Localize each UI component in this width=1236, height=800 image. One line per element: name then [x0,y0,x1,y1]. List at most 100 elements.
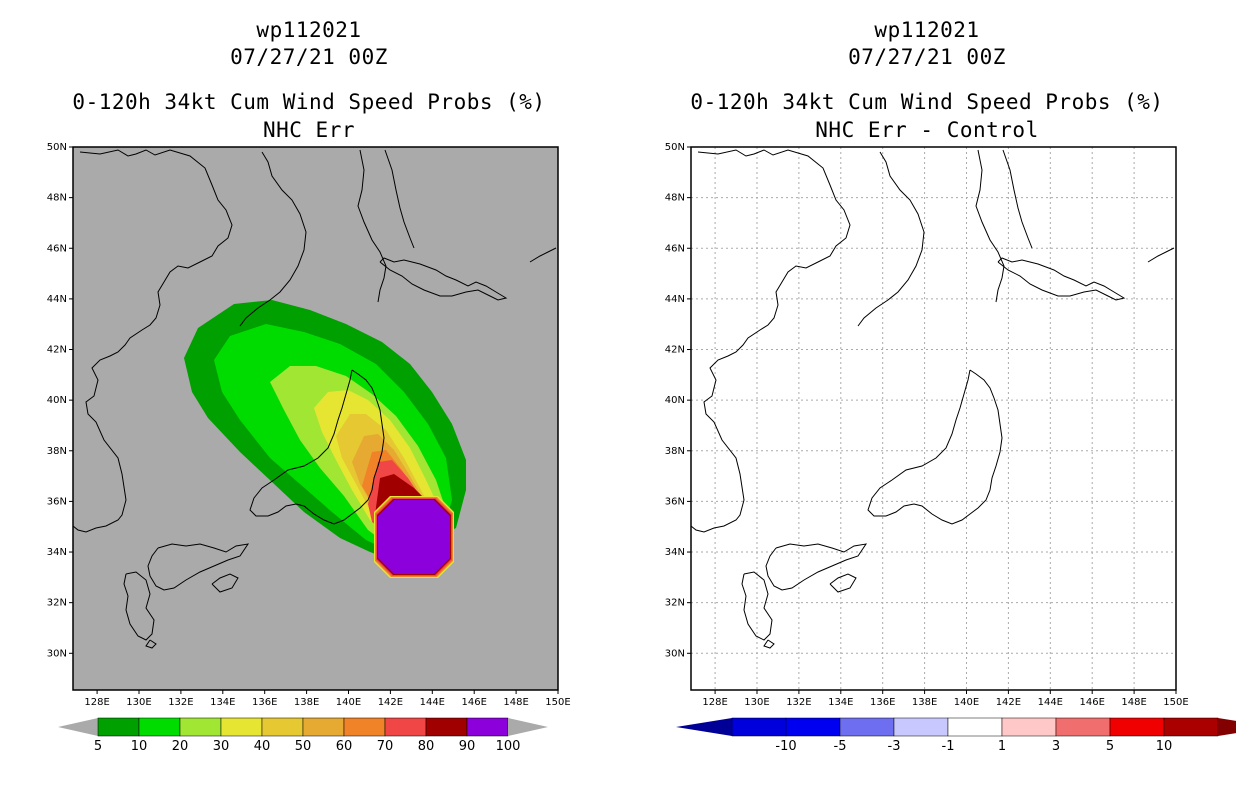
colorbar-label: -1 [942,739,955,754]
colorbar-label: 1 [998,739,1006,754]
lon-label: 142E [378,697,403,708]
lon-label: 130E [126,697,151,708]
lon-label: 146E [1079,697,1104,708]
colorbar-swatch [1055,717,1111,737]
colorbar-label: 5 [1106,739,1114,754]
colorbar-swatch [425,717,468,737]
colorbar-label: -3 [888,739,901,754]
colorbar-label: 10 [1156,739,1173,754]
coastline [763,639,775,649]
colorbar-swatch [731,717,787,737]
colorbar: 5 10 20 30 40 50 60 70 80 90 100 [58,717,548,754]
lon-label: 140E [336,697,361,708]
lon-label: 148E [1121,697,1146,708]
lat-label: 50N [665,142,685,153]
lon-label: 150E [545,697,570,708]
lat-label: 44N [665,294,685,305]
colorbar-swatch [947,717,1003,737]
lat-label: 42N [47,345,67,356]
lat-label: 38N [665,446,685,457]
longitude-labels: 128E 130E 132E 134E 136E 138E 140E 142E 144E 146E… [702,690,1189,708]
colorbar-label: 3 [1052,739,1060,754]
colorbar-swatch [839,717,895,737]
lat-label: 46N [47,243,67,254]
colorbar-swatch [893,717,949,737]
coastline [529,247,557,263]
coastline [1147,247,1175,263]
storm-id-label: wp112021 [874,18,980,42]
colorbar-end-triangle [676,718,732,736]
coastline [975,149,1005,303]
colorbar-end-triangle [1218,718,1236,736]
coastline [997,257,1126,301]
coastline [829,573,857,593]
coastlines [690,149,1175,649]
colorbar-swatch [220,717,263,737]
colorbar-swatch [97,717,140,737]
lat-label: 34N [47,547,67,558]
latitude-labels: 50N 48N 46N 44N 42N 40N 38N 36N 34N 32N 30N [665,142,691,659]
lat-label: 36N [665,496,685,507]
colorbar-swatch [343,717,386,737]
lon-label: 138E [294,697,319,708]
coastline [239,151,307,327]
probability-core [378,500,450,574]
lon-label: 128E [702,697,727,708]
colorbar-swatch [384,717,427,737]
lon-label: 134E [210,697,235,708]
coastline [211,573,239,593]
lon-label: 136E [252,697,277,708]
colorbar-end-triangle [508,718,548,736]
colorbar-label: 5 [94,739,102,754]
colorbar-label: 90 [459,739,476,754]
lat-label: 48N [665,193,685,204]
lon-label: 132E [168,697,193,708]
colorbar-swatch [466,717,509,737]
coastline [357,149,387,303]
colorbar-swatch [785,717,841,737]
map-figure-left: 50N 48N 46N 44N 42N 40N 38N 36N 34N 32N 30N 128E 130… [47,142,571,754]
map-frame [690,146,1177,691]
lat-label: 46N [665,243,685,254]
lon-label: 144E [1038,697,1063,708]
coastline [145,639,157,649]
colorbar-swatch [1109,717,1165,737]
lon-label: 132E [786,697,811,708]
map-figure-right: 50N 48N 46N 44N 42N 40N 38N 36N 34N 32N 30N 128E 130… [665,142,1236,754]
lat-label: 40N [47,395,67,406]
lon-label: 136E [870,697,895,708]
colorbar: -10 -5 -3 -1 1 3 5 10 [676,717,1236,754]
map-background [691,147,1176,690]
lat-label: 44N [47,294,67,305]
map-area [690,146,1177,691]
colorbar-swatch [261,717,304,737]
coastline [867,369,1003,525]
left-panel: wp112021 07/27/21 00Z 0-120h 34kt Cum Wi… [47,18,571,754]
coastline [249,369,385,525]
coastline [72,149,233,533]
datetime-label: 07/27/21 00Z [230,45,388,69]
lat-label: 50N [47,142,67,153]
lat-label: 30N [47,648,67,659]
lon-label: 130E [744,697,769,708]
colorbar-swatch [1001,717,1057,737]
datetime-label: 07/27/21 00Z [848,45,1006,69]
lat-label: 40N [665,395,685,406]
coastline [384,149,415,249]
lat-label: 34N [665,547,685,558]
colorbar-label: -10 [775,739,796,754]
coastlines [72,149,557,649]
lon-label: 134E [828,697,853,708]
panel-subtitle: NHC Err - Control [815,118,1039,142]
colorbar-label: 70 [377,739,394,754]
lon-label: 150E [1163,697,1188,708]
storm-id-label: wp112021 [256,18,362,42]
latitude-labels: 50N 48N 46N 44N 42N 40N 38N 36N 34N 32N 30N [47,142,73,659]
colorbar-label: 50 [295,739,312,754]
coastline [123,571,155,641]
product-title: 0-120h 34kt Cum Wind Speed Probs (%) [690,90,1164,114]
lon-label: 128E [84,697,109,708]
lat-label: 48N [47,193,67,204]
colorbar-swatch [138,717,181,737]
colorbar-label: 10 [131,739,148,754]
